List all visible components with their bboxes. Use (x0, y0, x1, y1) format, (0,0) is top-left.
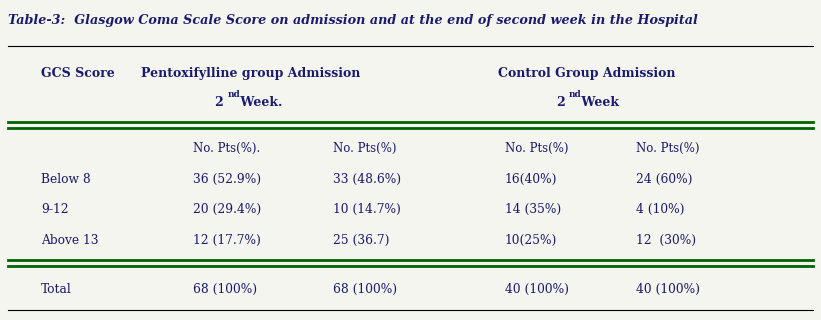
Text: No. Pts(%): No. Pts(%) (505, 142, 568, 156)
Text: No. Pts(%): No. Pts(%) (636, 142, 699, 156)
Text: Week: Week (577, 96, 619, 109)
Text: 12  (30%): 12 (30%) (636, 234, 696, 247)
Text: Above 13: Above 13 (41, 234, 99, 247)
Text: 2: 2 (556, 96, 565, 109)
Text: 25 (36.7): 25 (36.7) (333, 234, 389, 247)
Text: Week.: Week. (236, 96, 282, 109)
Text: 4 (10%): 4 (10%) (636, 203, 685, 216)
Text: 40 (100%): 40 (100%) (505, 283, 569, 296)
Text: No. Pts(%): No. Pts(%) (333, 142, 396, 156)
Text: GCS Score: GCS Score (41, 67, 115, 80)
Text: 68 (100%): 68 (100%) (193, 283, 257, 296)
Text: 36 (52.9%): 36 (52.9%) (193, 173, 261, 186)
Text: Total: Total (41, 283, 71, 296)
Text: nd: nd (227, 90, 241, 99)
Text: 9-12: 9-12 (41, 203, 69, 216)
Text: 68 (100%): 68 (100%) (333, 283, 397, 296)
Text: 40 (100%): 40 (100%) (636, 283, 700, 296)
Text: 24 (60%): 24 (60%) (636, 173, 693, 186)
Text: 12 (17.7%): 12 (17.7%) (193, 234, 261, 247)
Text: 14 (35%): 14 (35%) (505, 203, 562, 216)
Text: 20 (29.4%): 20 (29.4%) (193, 203, 261, 216)
Text: Control Group Admission: Control Group Admission (498, 67, 676, 80)
Text: Below 8: Below 8 (41, 173, 91, 186)
Text: 10(25%): 10(25%) (505, 234, 557, 247)
Text: Pentoxifylline group Admission: Pentoxifylline group Admission (140, 67, 360, 80)
Text: nd: nd (569, 90, 582, 99)
Text: 33 (48.6%): 33 (48.6%) (333, 173, 401, 186)
Text: Table-3:  Glasgow Coma Scale Score on admission and at the end of second week in: Table-3: Glasgow Coma Scale Score on adm… (8, 14, 698, 28)
Text: 10 (14.7%): 10 (14.7%) (333, 203, 401, 216)
Text: No. Pts(%).: No. Pts(%). (193, 142, 260, 156)
Text: 2: 2 (214, 96, 223, 109)
Text: 16(40%): 16(40%) (505, 173, 557, 186)
